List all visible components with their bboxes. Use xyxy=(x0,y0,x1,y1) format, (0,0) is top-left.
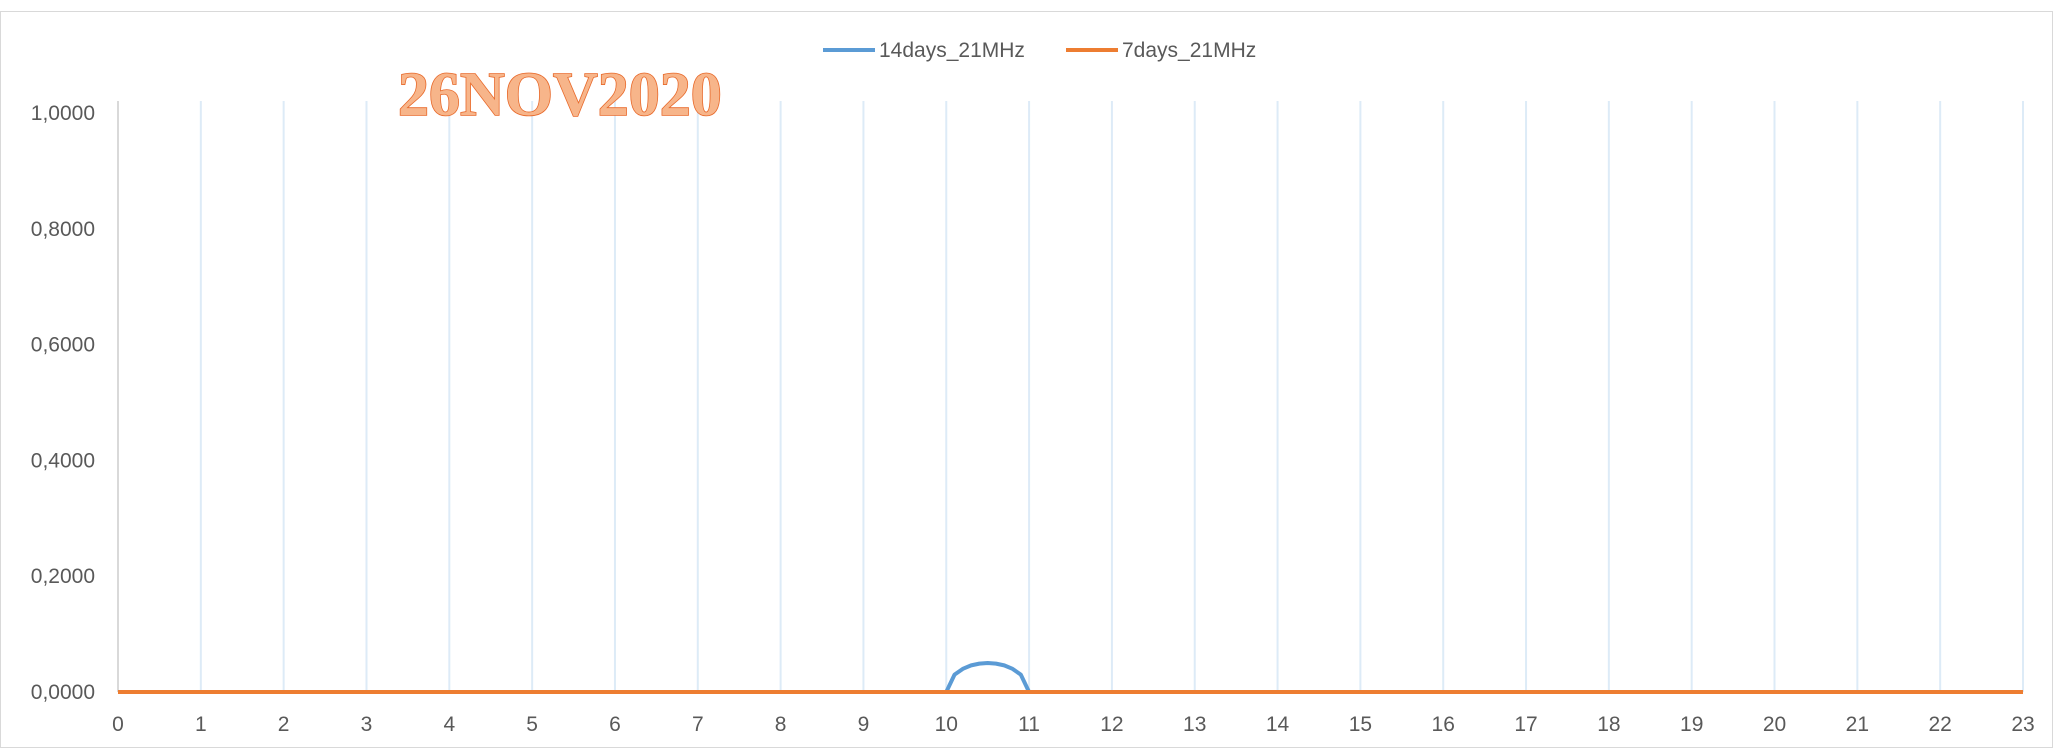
x-tick-labels: 0 1 2 3 4 5 6 7 8 9 10 11 12 13 14 15 16 17 18 19 20 21 22 23 xyxy=(112,713,2035,736)
y-tick-label: 0,2000 xyxy=(31,565,95,588)
x-tick-label: 8 xyxy=(775,713,787,736)
y-tick-label: 0,4000 xyxy=(31,449,95,472)
y-tick-label: 0,8000 xyxy=(31,218,95,241)
x-tick-label: 9 xyxy=(858,713,870,736)
series-lines xyxy=(118,661,2023,694)
x-tick-label: 18 xyxy=(1597,713,1620,736)
chart-frame xyxy=(0,11,2053,748)
x-tick-label: 19 xyxy=(1680,713,1703,736)
x-tick-label: 3 xyxy=(361,713,373,736)
x-tick-label: 13 xyxy=(1183,713,1206,736)
x-tick-label: 4 xyxy=(443,713,455,736)
gridlines xyxy=(199,101,2024,692)
x-tick-label: 10 xyxy=(935,713,958,736)
y-tick-label: 0,6000 xyxy=(31,334,95,357)
x-tick-label: 16 xyxy=(1432,713,1455,736)
x-tick-label: 7 xyxy=(692,713,704,736)
y-tick-labels: 0,0000 0,2000 0,4000 0,6000 0,8000 1,0000 xyxy=(31,102,95,704)
date-stamp: 26NOV2020 xyxy=(398,61,722,129)
x-tick-label: 17 xyxy=(1514,713,1537,736)
x-tick-label: 0 xyxy=(112,713,124,736)
x-tick-label: 11 xyxy=(1018,713,1040,736)
x-tick-label: 5 xyxy=(526,713,538,736)
legend-label: 7days_21MHz xyxy=(1122,39,1256,62)
series-line-1 xyxy=(118,661,2023,694)
x-tick-label: 14 xyxy=(1266,713,1290,736)
y-tick-label: 1,0000 xyxy=(31,102,95,125)
y-tick-label: 0,0000 xyxy=(31,681,95,704)
x-tick-label: 21 xyxy=(1846,713,1869,736)
x-tick-label: 22 xyxy=(1928,713,1951,736)
legend-label: 14days_21MHz xyxy=(879,39,1025,62)
legend: 14days_21MHz 7days_21MHz xyxy=(823,39,1256,62)
x-tick-label: 12 xyxy=(1100,713,1123,736)
x-tick-label: 15 xyxy=(1349,713,1372,736)
x-tick-label: 6 xyxy=(609,713,621,736)
x-tick-label: 1 xyxy=(195,713,207,736)
x-tick-label: 20 xyxy=(1763,713,1786,736)
x-tick-label: 2 xyxy=(278,713,290,736)
x-tick-label: 23 xyxy=(2011,713,2034,736)
